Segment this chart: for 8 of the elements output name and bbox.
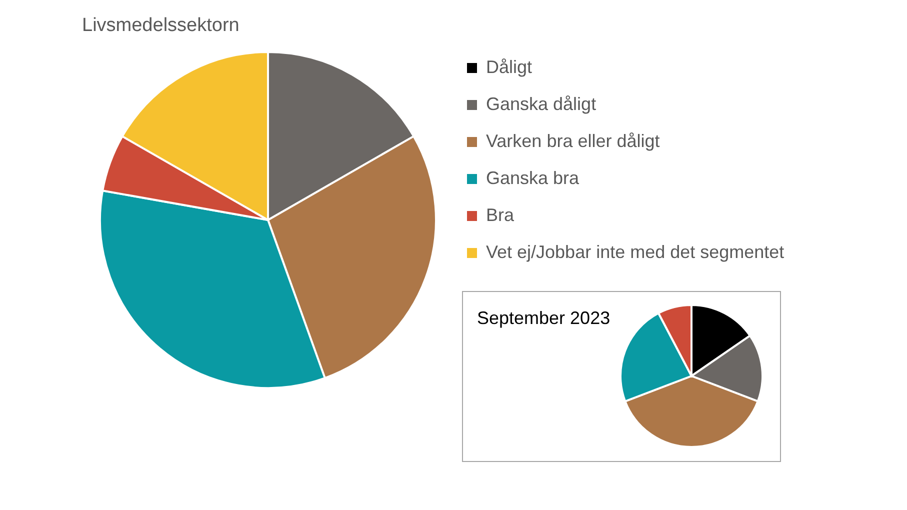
chart-title: September 2023	[477, 308, 610, 330]
chart-title: Livsmedelssektorn	[82, 15, 240, 38]
legend-label: Ganska bra	[486, 168, 580, 188]
legend-label: Varken bra eller dåligt	[486, 130, 660, 151]
legend-label: Bra	[486, 204, 515, 225]
legend-label: Ganska dåligt	[486, 94, 596, 114]
legend-label: Dåligt	[486, 56, 532, 77]
legend-label: Vet ej/Jobbar inte med det segmentet	[486, 242, 784, 262]
